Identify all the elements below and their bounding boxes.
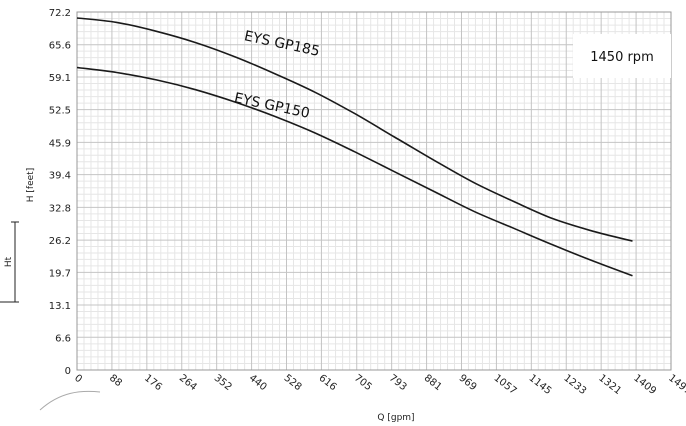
y-tick-label: 13.1	[49, 301, 71, 312]
y-tick-label: 0	[65, 366, 71, 377]
y-tick-label: 59.1	[49, 73, 71, 84]
y-tick-label: 39.4	[49, 171, 71, 182]
decorative-arc	[39, 390, 101, 411]
x-tick-label: 881	[422, 373, 444, 393]
x-tick-label: 705	[352, 373, 374, 393]
x-tick-label: 1321	[596, 373, 623, 397]
x-tick-labels: 0 88 176 264 352 440 528 616 705 793 881 969 1057 114…	[72, 373, 686, 397]
rpm-box: 1450 rpm	[573, 34, 671, 78]
x-tick-label: 352	[212, 373, 234, 393]
rpm-annotation: 1450 rpm	[590, 50, 653, 65]
ht-bracket: Ht	[0, 221, 19, 303]
y-tick-label: 19.7	[49, 268, 71, 279]
x-tick-label: 1145	[526, 373, 553, 397]
y-tick-label: 26.2	[49, 236, 71, 247]
x-tick-label: 176	[142, 373, 164, 393]
x-tick-label: 616	[317, 373, 339, 393]
x-tick-label: 1057	[492, 373, 519, 397]
x-tick-label: 440	[247, 373, 269, 393]
x-tick-label: 0	[72, 373, 84, 386]
ht-label: Ht	[4, 256, 14, 267]
y-tick-label: 32.8	[49, 203, 71, 214]
y-tick-label: 6.6	[55, 333, 71, 344]
x-axis-label: Q [gpm]	[377, 413, 414, 423]
x-tick-label: 1497	[666, 373, 686, 397]
x-tick-label: 1233	[561, 373, 588, 397]
x-tick-label: 1409	[631, 373, 658, 397]
x-tick-label: 969	[457, 373, 479, 393]
y-axis-label: H [feet]	[26, 168, 36, 202]
y-tick-label: 72.2	[49, 8, 71, 19]
series-line-gp150	[76, 66, 633, 277]
x-tick-label: 528	[282, 373, 304, 393]
y-tick-label: 52.5	[49, 106, 71, 117]
y-tick-label: 65.6	[49, 41, 71, 52]
x-tick-label: 793	[387, 373, 409, 393]
series-line-gp185	[76, 17, 633, 242]
series-layer	[76, 17, 633, 277]
y-tick-labels: 0 6.6 13.1 19.7 26.2 32.8 39.4 45.9 52.5 59.1 65.6…	[49, 8, 71, 377]
series-label-gp185: EYS GP185	[243, 28, 321, 60]
y-tick-label: 45.9	[49, 138, 71, 149]
x-tick-label: 264	[177, 373, 199, 393]
plot-frame	[76, 11, 672, 371]
grid-major	[76, 11, 672, 371]
x-tick-label: 88	[107, 373, 124, 390]
